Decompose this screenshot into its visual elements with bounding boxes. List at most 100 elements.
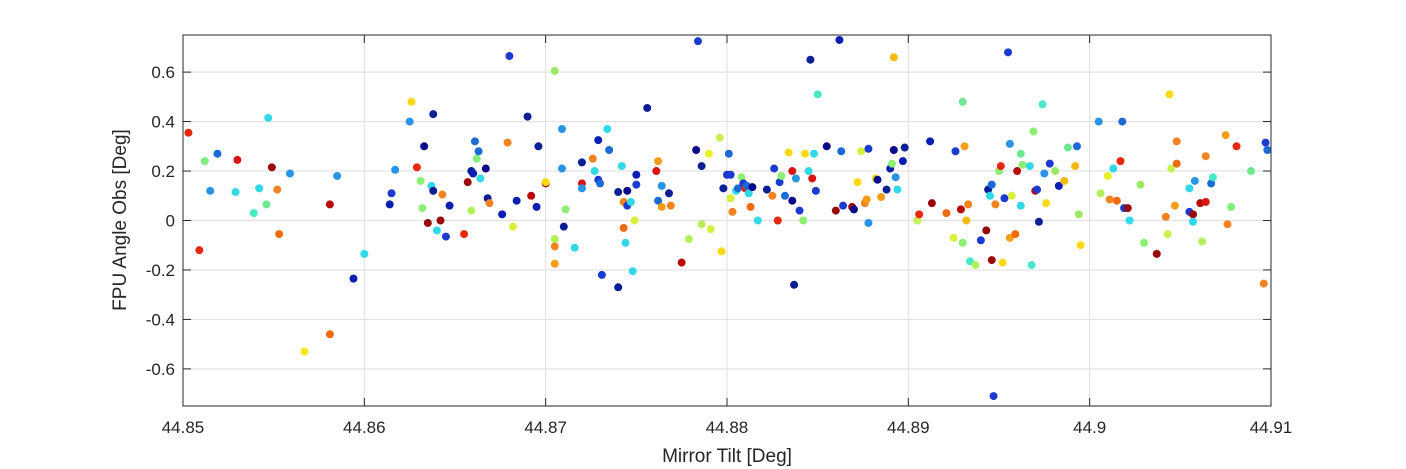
scatter-point [1136,180,1145,189]
scatter-point [360,249,369,258]
scatter-point [704,149,713,158]
scatter-point [559,222,568,231]
scatter-point [1029,127,1038,136]
scatter-point [1040,169,1049,178]
scatter-point [498,210,507,219]
scatter-point [666,201,675,210]
scatter-point [605,146,614,155]
scatter-point [773,216,782,225]
scatter-point [791,174,800,183]
scatter-point [264,113,273,122]
scatter-point [949,233,958,242]
scatter-point [862,195,871,204]
scatter-point [420,142,429,151]
scatter-point [523,112,532,121]
scatter-point [300,347,309,356]
scatter-point [781,191,790,200]
scatter-point [811,186,820,195]
scatter-point [1172,137,1181,146]
y-tick-label: 0.2 [151,162,175,181]
scatter-point [697,220,706,229]
scatter-point [958,97,967,106]
scatter-point [987,256,996,265]
scatter-point [570,243,579,252]
scatter-point [474,147,483,156]
scatter-point [1201,152,1210,161]
scatter-point [677,258,686,267]
scatter-point [898,157,907,166]
scatter-point [1247,167,1256,176]
scatter-point [1060,176,1069,185]
scatter-point [991,200,1000,209]
scatter-point [926,137,935,146]
scatter-point [1223,220,1232,229]
scatter-point [1189,217,1198,226]
x-axis-label: Mirror Tilt [Deg] [662,446,792,467]
scatter-point [1054,181,1063,190]
scatter-point [1208,173,1217,182]
scatter-point [726,170,735,179]
scatter-point [460,230,469,239]
scatter-point [982,226,991,235]
scatter-point [839,201,848,210]
scatter-point [888,159,897,168]
scatter-point [1259,279,1268,288]
scatter-point [762,185,771,194]
scatter-point [387,189,396,198]
scatter-point [1011,230,1020,239]
scatter-point [505,52,514,61]
scatter-point [1042,199,1051,208]
scatter-point [527,191,536,200]
scatter-point [557,164,566,173]
scatter-point [429,186,438,195]
scatter-point [1261,138,1270,147]
scatter-point [619,223,628,232]
y-tick-label: 0.4 [151,113,175,132]
scatter-point [804,167,813,176]
scatter-point [1096,189,1105,198]
y-tick-label: 0 [166,212,175,231]
scatter-point [485,199,494,208]
scatter-point [550,235,559,244]
scatter-point [407,97,416,106]
scatter-point [1025,162,1034,171]
scatter-point [1004,48,1013,57]
scatter-point [719,184,728,193]
scatter-point [594,136,603,145]
scatter-point [744,189,753,198]
scatter-point [1140,238,1149,247]
scatter-point [1167,164,1176,173]
x-tick-label: 44.86 [343,418,386,437]
scatter-point [1152,249,1161,258]
scatter-point [621,238,630,247]
scatter-point [1007,191,1016,200]
scatter-point [1161,212,1170,221]
scatter-point [550,259,559,268]
scatter-point [962,216,971,225]
scatter-point [889,53,898,62]
x-tick-label: 44.9 [1073,418,1106,437]
scatter-point [1170,201,1179,210]
scatter-point [184,128,193,137]
scatter-point [557,124,566,133]
y-tick-label: -0.2 [146,261,175,280]
scatter-point [1198,237,1207,246]
scatter-point [1016,149,1025,158]
scatter-point [717,247,726,256]
scatter-point [985,191,994,200]
scatter-point [958,238,967,247]
scatter-point [873,175,882,184]
scatter-point [206,186,215,195]
x-tick-label: 44.85 [162,418,205,437]
scatter-point [385,200,394,209]
scatter-point [1105,195,1114,204]
x-tick-label: 44.88 [706,418,749,437]
scatter-point [1201,197,1210,206]
scatter-point [795,206,804,215]
scatter-point [927,199,936,208]
scatter-point [715,133,724,142]
scatter-point [1103,171,1112,180]
scatter-point [534,142,543,151]
scatter-point [1027,261,1036,270]
